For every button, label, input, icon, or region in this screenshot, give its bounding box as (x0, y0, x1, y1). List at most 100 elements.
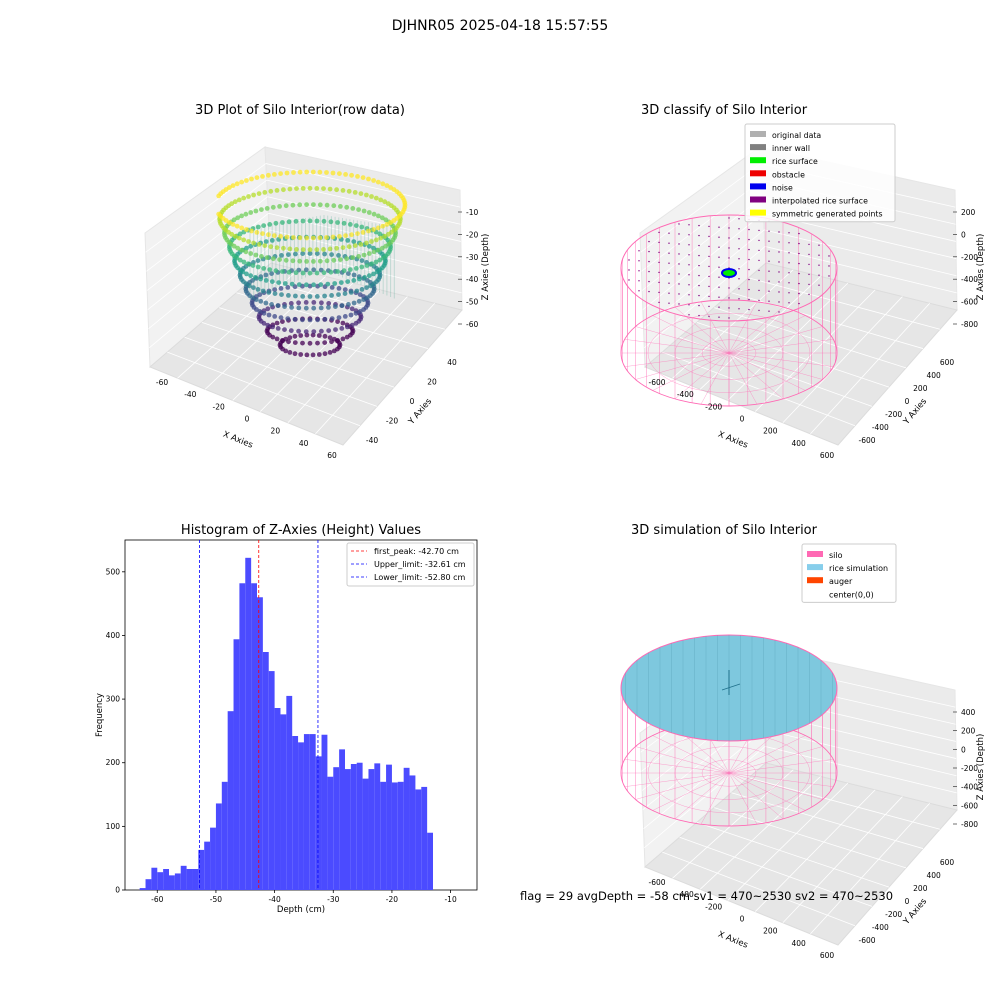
interpolated-point (698, 224, 700, 227)
data-point (337, 234, 342, 239)
data-point (251, 240, 256, 246)
histogram-bar (157, 872, 164, 890)
data-point (380, 223, 386, 229)
grid-line (219, 307, 412, 369)
data-point (278, 315, 284, 320)
data-point (351, 278, 357, 283)
data-point (361, 208, 367, 214)
data-point (272, 314, 278, 319)
interpolated-point (698, 254, 700, 257)
data-point (266, 290, 272, 295)
interpolated-point (678, 263, 680, 265)
interpolated-point (758, 259, 760, 262)
interpolated-point (708, 295, 710, 298)
data-point (311, 300, 317, 305)
data-point (334, 245, 339, 251)
data-point (382, 199, 388, 205)
data-point (340, 336, 346, 342)
histogram-bar (391, 782, 398, 890)
data-point (351, 239, 357, 245)
legend-label: Upper_limit: -32.61 cm (374, 560, 466, 569)
data-point (262, 243, 268, 249)
histogram-bar (315, 756, 322, 890)
data-point (318, 282, 324, 287)
grid-line (782, 296, 903, 423)
data-point (354, 288, 360, 294)
interpolated-point (788, 232, 790, 234)
histogram-bar (151, 867, 158, 890)
data-point (351, 272, 357, 278)
histogram-bar (362, 778, 369, 890)
data-point (374, 269, 380, 275)
histogram-bar (303, 734, 310, 890)
interpolated-point (688, 244, 690, 246)
y-tick-label: 20 (427, 378, 437, 387)
data-point (311, 305, 317, 311)
legend-swatch (750, 157, 766, 164)
data-point (366, 228, 371, 234)
data-point (277, 257, 282, 262)
legend-swatch (807, 551, 823, 557)
interpolated-point (688, 304, 690, 306)
data-point (317, 235, 323, 241)
data-point (342, 287, 348, 292)
histogram-bar (169, 875, 175, 890)
data-point (241, 237, 247, 243)
data-point (376, 213, 381, 219)
data-point (270, 324, 275, 330)
data-point (310, 235, 316, 241)
data-point (349, 326, 355, 332)
data-point (258, 276, 263, 282)
data-point (276, 280, 282, 285)
interpolated-point (708, 315, 710, 318)
histogram-bar (427, 832, 433, 890)
interpolated-point (668, 292, 670, 294)
grid-line (146, 196, 268, 291)
data-point (289, 305, 294, 310)
grid-line (727, 782, 849, 901)
data-point (286, 339, 291, 345)
data-point (345, 238, 351, 243)
interpolated-point (668, 272, 670, 274)
legend-label: silo (829, 551, 843, 560)
data-point (286, 293, 291, 298)
z-axis-label: Z Axies (Depth) (976, 734, 986, 801)
data-point (317, 169, 323, 175)
x-tick-label: -40 (184, 390, 196, 399)
data-point (293, 251, 298, 257)
data-point (303, 300, 309, 305)
data-point (368, 283, 373, 289)
silo-top-rim (620, 214, 838, 322)
data-point (317, 202, 323, 208)
data-point (267, 222, 273, 227)
interpolated-point (808, 253, 810, 256)
histogram-bar (356, 762, 363, 890)
data-point (264, 206, 270, 211)
data-point (307, 294, 313, 299)
data-point (344, 334, 350, 340)
interpolated-point (648, 280, 650, 283)
y-tick-label: 400 (106, 631, 121, 640)
interpolated-point (778, 271, 780, 273)
data-point (316, 333, 322, 338)
x-tick-label: -200 (705, 402, 722, 411)
interpolated-point (728, 237, 730, 239)
data-point (310, 352, 316, 358)
data-point (283, 257, 289, 263)
auger-blade (721, 683, 741, 691)
legend-swatch (750, 144, 766, 151)
data-point (287, 186, 293, 192)
data-point (296, 328, 301, 334)
data-point (339, 326, 345, 331)
x-tick-label: 200 (763, 427, 778, 436)
interpolated-point (648, 270, 650, 273)
data-point (328, 219, 334, 225)
interpolated-point (728, 247, 730, 249)
interpolated-point (798, 242, 800, 245)
data-point (315, 317, 320, 323)
interpolated-point (658, 281, 660, 284)
data-point (314, 294, 320, 299)
interpolated-point (828, 255, 830, 257)
histogram-bar (204, 841, 211, 890)
data-point (273, 220, 279, 226)
